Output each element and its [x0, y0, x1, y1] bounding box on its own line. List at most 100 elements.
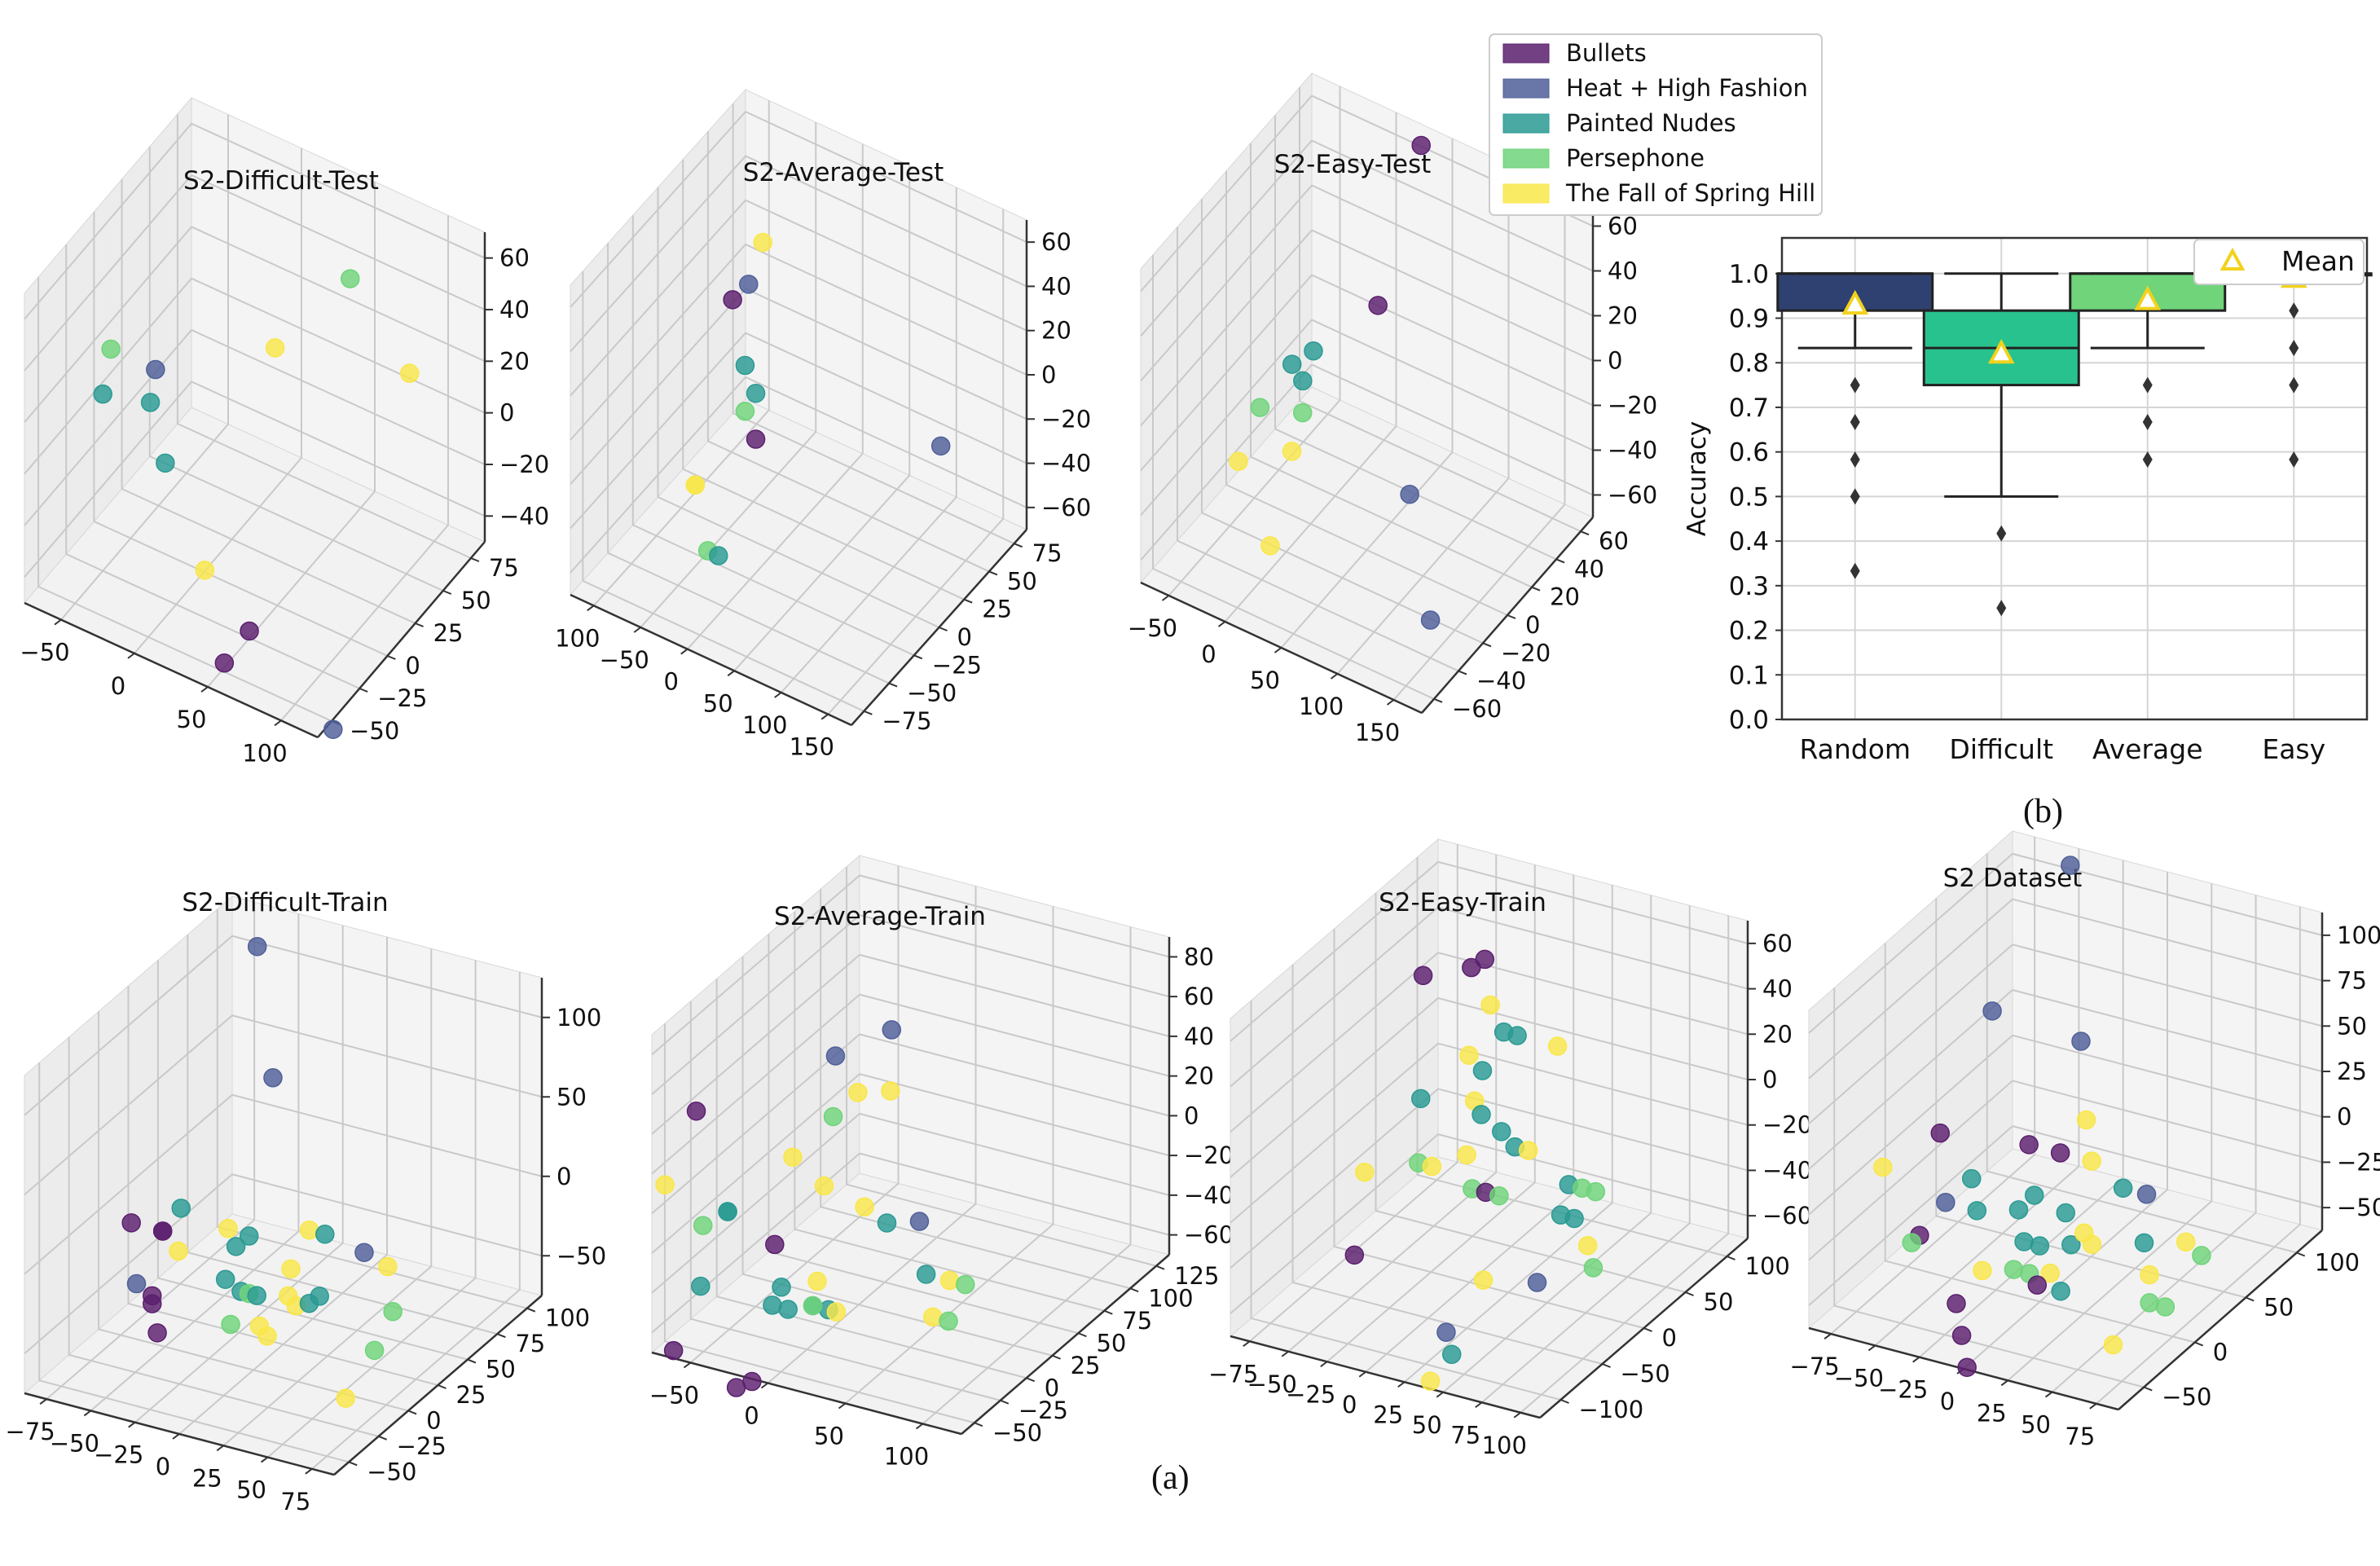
caption-a: (a): [1151, 1459, 1190, 1497]
outlier-marker: [1850, 451, 1860, 468]
z-tick-label: −20: [1762, 1111, 1812, 1139]
data-point: [299, 1293, 319, 1313]
grid-line: [1230, 1042, 1749, 1224]
grid-line: [1140, 139, 1594, 337]
y-tick-label: −25: [1018, 1397, 1068, 1424]
y-tick: [470, 557, 480, 562]
data-point: [825, 1046, 846, 1066]
mean-legend-label: Mean: [2281, 245, 2355, 277]
data-point: [1564, 1208, 1584, 1229]
data-point: [265, 338, 285, 358]
grid-line: [1225, 171, 1508, 616]
y-tick-label: 75: [489, 554, 519, 582]
y-tick-label: 125: [1174, 1262, 1219, 1290]
x-tick-label: 0: [744, 1402, 759, 1430]
z-tick-label: 75: [2337, 967, 2367, 995]
x-tick: [1475, 1401, 1483, 1409]
data-point: [709, 546, 728, 565]
data-point: [221, 1314, 240, 1335]
grid-line: [134, 925, 344, 1423]
x-tick: [1274, 647, 1282, 653]
y-tick-label: 0: [405, 652, 420, 680]
data-point: [378, 1256, 398, 1277]
data-point: [214, 653, 235, 673]
chart-title: S2-Average-Test: [743, 158, 944, 187]
data-point: [2136, 1185, 2157, 1204]
x-tick: [1867, 1344, 1876, 1352]
data-point: [1293, 371, 1313, 391]
data-point: [848, 1083, 868, 1102]
y-tick-label: −25: [397, 1432, 447, 1460]
y-tick: [2143, 1386, 2153, 1392]
x-tick: [127, 653, 135, 659]
data-point: [257, 1326, 277, 1346]
chart-title: S2-Easy-Test: [1274, 150, 1432, 179]
data-point: [746, 429, 766, 449]
data-point: [956, 1274, 975, 1295]
y-tick: [348, 1461, 358, 1467]
y-tick-label: 0.4: [1729, 527, 1769, 556]
grid-line: [844, 906, 1054, 1405]
grid-line: [1808, 1080, 2323, 1261]
data-point: [1586, 1181, 1606, 1202]
y-tick-label: 1.0: [1729, 260, 1769, 289]
grid-line: [1416, 857, 1727, 1257]
data-point: [299, 1220, 319, 1240]
data-point: [772, 1278, 791, 1297]
x-tick: [680, 648, 688, 655]
x-tick: [172, 1433, 180, 1440]
z-tick-label: 50: [557, 1083, 587, 1111]
z-tick-label: 0: [1184, 1102, 1199, 1129]
data-point: [1250, 398, 1270, 417]
grid-line: [651, 914, 1170, 1095]
x-tick-label: 0: [111, 672, 125, 700]
data-point: [1282, 442, 1302, 461]
y-tick-label: −50: [350, 717, 399, 745]
data-point: [1577, 1235, 1598, 1256]
z-tick-label: 20: [1608, 302, 1638, 330]
data-point: [2134, 1233, 2154, 1253]
data-point: [1436, 1322, 1456, 1342]
category-label: Difficult: [1949, 733, 2053, 765]
y-tick-label: 75: [515, 1330, 545, 1357]
category-label: Random: [1799, 733, 1911, 765]
grid-line: [715, 979, 1027, 1379]
mean-marker: [1987, 339, 2015, 364]
y-tick-label: 100: [1745, 1252, 1790, 1280]
x-tick-label: 75: [1450, 1421, 1480, 1449]
x-tick-label: 25: [192, 1464, 222, 1492]
data-point: [281, 1259, 301, 1279]
grid-line: [60, 114, 229, 621]
y-tick-label: 75: [1032, 539, 1062, 567]
data-point: [2082, 1234, 2102, 1254]
scatter3d-panel: −75−50−25 0 25 50 75−50−250255075100100500−5…: [6, 888, 607, 1515]
y-tick: [1531, 586, 1541, 592]
y-tick: [1685, 1291, 1694, 1296]
grid-line: [121, 179, 416, 624]
grid-line: [280, 215, 449, 722]
y-tick-label: 0: [957, 623, 972, 651]
grid-line: [767, 886, 977, 1384]
x-tick: [1281, 1350, 1289, 1357]
data-point: [807, 1271, 827, 1291]
x-tick-label: 50: [1412, 1411, 1442, 1439]
data-point: [121, 1213, 141, 1233]
data-point: [239, 1226, 259, 1246]
data-point: [1973, 1260, 1992, 1281]
grid-line: [570, 110, 1027, 308]
data-point: [226, 1237, 246, 1256]
grid-line: [682, 159, 965, 600]
x-tick: [1386, 699, 1395, 706]
y-tick-label: 50: [1007, 567, 1037, 595]
y-tick-label: 100: [2315, 1249, 2360, 1277]
data-point: [399, 363, 420, 383]
data-point: [939, 1311, 958, 1331]
grid-line: [657, 187, 939, 628]
grid-line: [1404, 885, 1613, 1383]
data-point: [1472, 1105, 1491, 1124]
data-point: [156, 453, 175, 473]
grid-line: [1481, 905, 1691, 1404]
z-tick-label: 100: [2337, 922, 2380, 949]
y-tick: [526, 1307, 536, 1313]
grid-line: [93, 212, 388, 657]
